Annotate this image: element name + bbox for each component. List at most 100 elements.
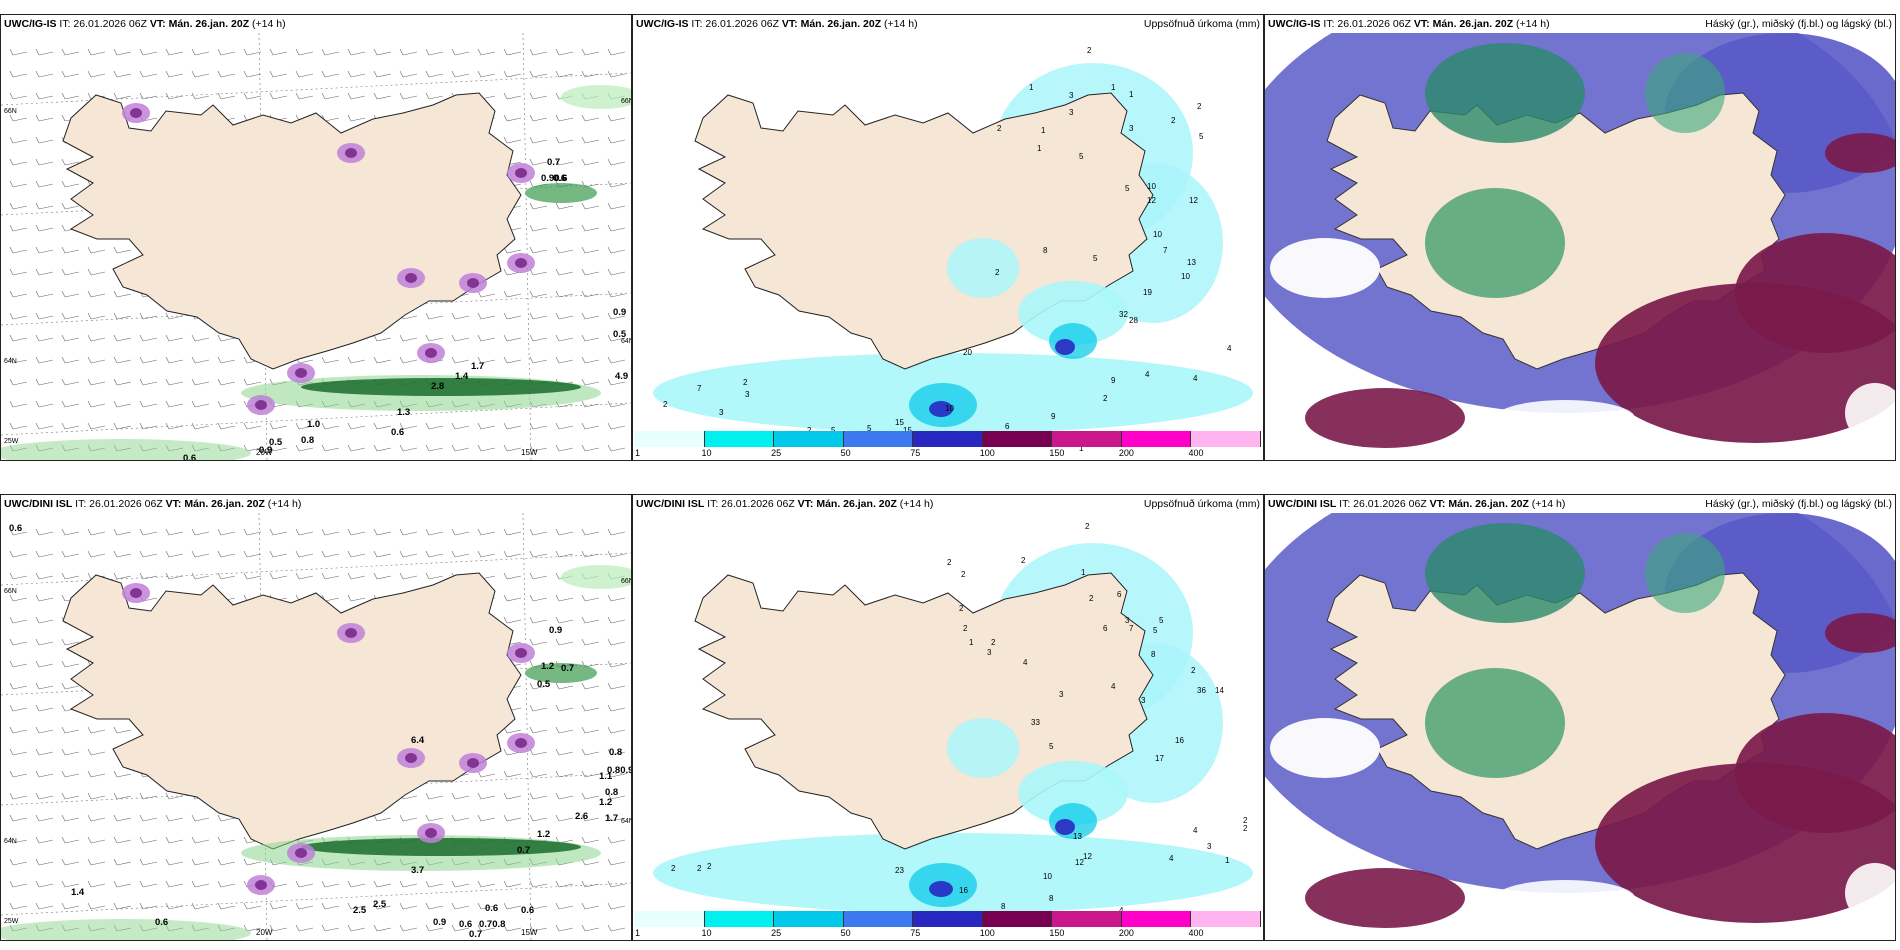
wind-barb [425,550,444,558]
wind-barb [529,550,548,558]
precip-area [947,718,1019,778]
precip-value-label: 16 [959,886,968,895]
convective-cell-core [255,400,267,410]
precip-value-label: 1 [1225,856,1230,865]
wind-barb [243,902,262,910]
wind-barb [191,836,210,844]
wind-barb [9,422,28,430]
wind-icing-map: 0.60.81.11.21.70.91.20.50.70.80.90.82.61… [1,513,631,940]
wind-barb [113,246,132,254]
wind-barb [425,924,444,932]
wind-barb [581,748,600,756]
lat-tick-label: 64N [4,358,17,365]
colorbar-swatch [913,911,983,927]
wind-barb [555,312,574,320]
wind-barb [113,70,132,78]
precip-title: Uppsöfnuð úrkoma (mm) [1143,498,1260,510]
wind-barb [373,70,392,78]
wind-barb [555,528,574,536]
wind-barb [321,924,340,932]
precip-value-label: 1 [1129,90,1134,99]
wind-barb [9,114,28,122]
wind-barb [87,748,106,756]
convective-cell-core [345,628,357,638]
wind-barb [165,422,184,430]
wind-barb [113,572,132,580]
wind-barb [399,880,418,888]
wind-barb [9,660,28,668]
wind-barb [581,902,600,910]
icing-band [561,565,631,589]
wind-barb [61,726,80,734]
mid-cloud [1735,713,1895,833]
wind-barb [607,748,626,756]
wind-barb [529,422,548,430]
icing-value-label: 0.9 [549,625,562,636]
wind-barb [61,550,80,558]
wind-barb [191,92,210,100]
wind-barb [347,924,366,932]
icing-value-label: 2.5 [353,905,367,916]
wind-barb [503,246,522,254]
precip-value-label: 32 [1119,310,1128,319]
wind-barb [165,550,184,558]
wind-barb [451,312,470,320]
wind-barb [347,444,366,452]
wind-barb [35,726,54,734]
precip-value-label: 28 [1129,316,1138,325]
precip-value-label: 3 [1069,91,1074,100]
precip-value-label: 2 [997,124,1002,133]
icing-value-label: 3.7 [411,865,424,876]
wind-barb [191,48,210,56]
wind-barb [191,422,210,430]
wind-barb [607,616,626,624]
wind-barb [9,92,28,100]
wind-barb [165,312,184,320]
wind-barb [87,792,106,800]
precip-value-label: 19 [1143,288,1152,297]
wind-barb [607,180,626,188]
wind-barb [113,726,132,734]
wind-barb [113,550,132,558]
wind-barb [113,92,132,100]
convective-cell-core [405,273,417,283]
precip-value-label: 2 [707,862,712,871]
colorbar-tick-label: 100 [979,928,995,938]
wind-barb [529,792,548,800]
colorbar-swatch [704,431,775,447]
high-cloud [1425,43,1585,143]
wind-barb [607,726,626,734]
precip-value-label: 2 [743,378,748,387]
precip-value-label: 15 [895,418,904,427]
graticule-line [1,882,631,916]
precip-value-label: 2 [961,570,966,579]
wind-barb [529,726,548,734]
wind-barb [607,400,626,408]
panel-header: UWC/IG-IS IT: 26.01.2026 06Z VT: Mán. 26… [4,18,286,30]
wind-barb [35,572,54,580]
wind-barb [581,616,600,624]
wind-barb [217,814,236,822]
wind-barb [503,726,522,734]
icing-value-label: 1.4 [71,887,85,898]
wind-barb [347,92,366,100]
convective-cell-core [467,758,479,768]
wind-barb [165,334,184,342]
precip-value-label: 1 [1037,144,1042,153]
wind-barb [503,92,522,100]
wind-barb [581,114,600,122]
colorbar-tick-label: 25 [771,448,782,458]
wind-barb [61,422,80,430]
wind-barb [581,312,600,320]
colorbar-swatch [982,911,1053,927]
precip-value-label: 4 [1193,826,1198,835]
precip-value-label: 2 [947,558,952,567]
wind-barb [321,572,340,580]
wind-barb [581,814,600,822]
clear-gap [1495,400,1635,436]
wind-barb [295,92,314,100]
wind-barb [113,770,132,778]
wind-barb [321,92,340,100]
wind-barb [87,528,106,536]
wind-barb [165,528,184,536]
